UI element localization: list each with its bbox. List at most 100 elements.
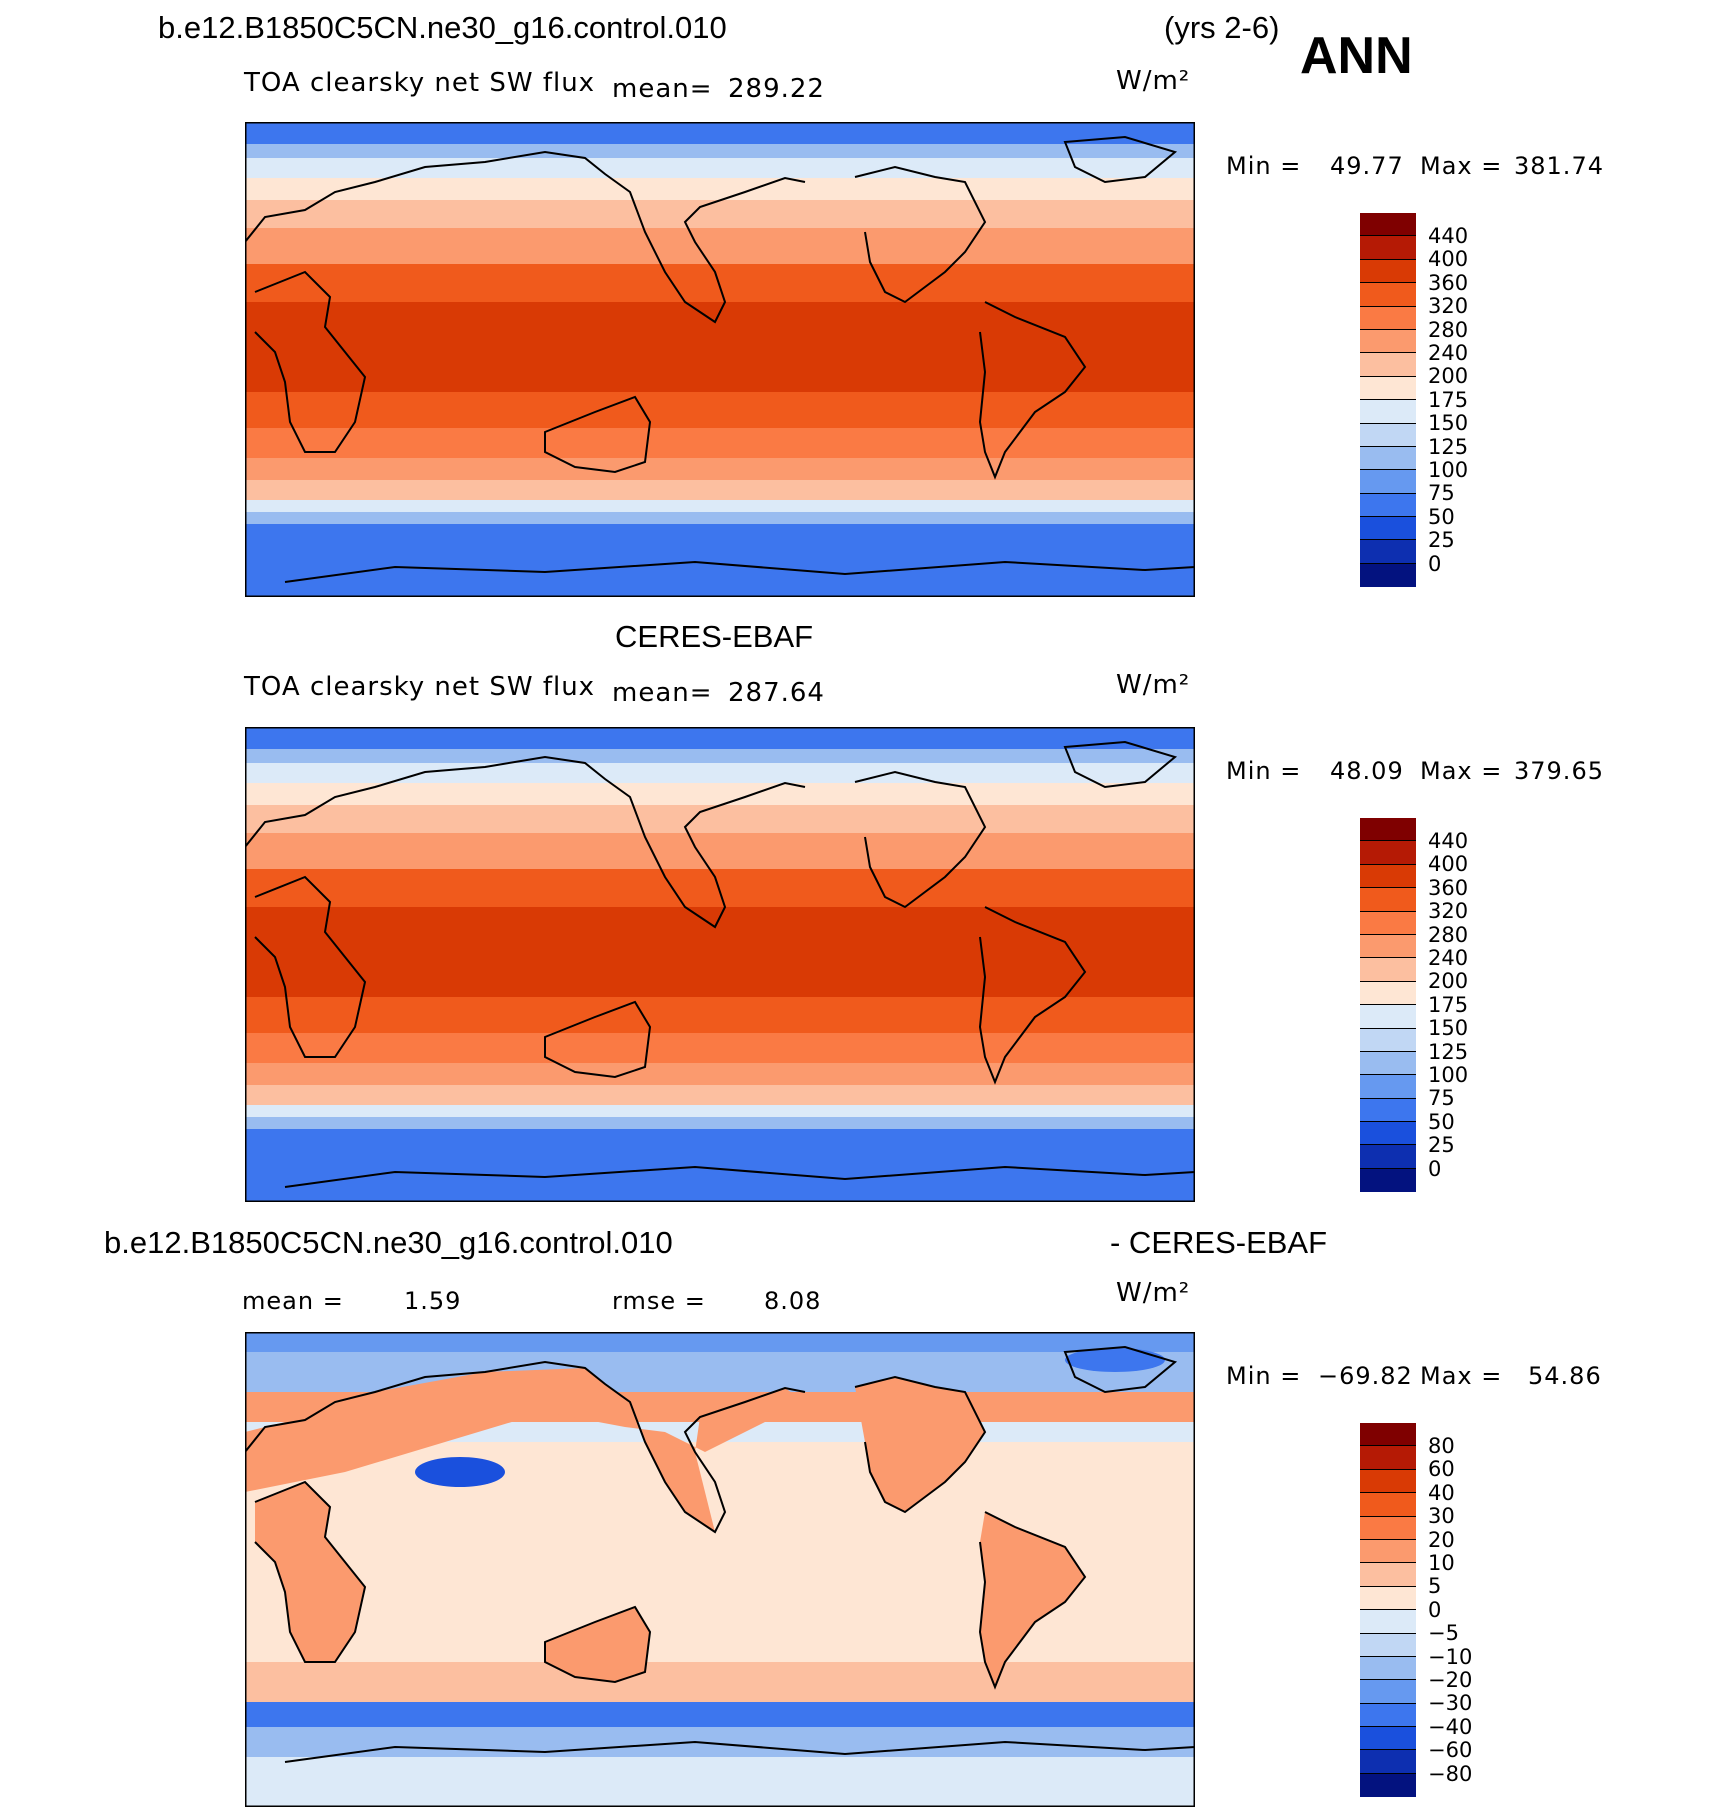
- colorbar-swatch: [1360, 1423, 1416, 1447]
- panel3-min-label: Min =: [1226, 1362, 1302, 1390]
- colorbar-swatch: [1360, 470, 1416, 494]
- panel1-units: W/m²: [1116, 66, 1191, 96]
- colorbar-swatch: [1360, 1028, 1416, 1052]
- panel3-title-right: - CERES-EBAF: [1110, 1225, 1328, 1260]
- colorbar-tick-label: 400: [1428, 852, 1469, 877]
- colorbar-swatch: [1360, 493, 1416, 518]
- panel2-min-value: 48.09: [1330, 757, 1404, 785]
- colorbar-swatch: [1360, 306, 1416, 330]
- colorbar-swatch: [1360, 1610, 1416, 1634]
- panel2-mean-label: mean=: [612, 678, 713, 708]
- colorbar-swatch: [1360, 563, 1416, 588]
- season-label: ANN: [1300, 27, 1413, 85]
- panel1-min-label: Min =: [1226, 152, 1302, 180]
- panel1-variable: TOA clearsky net SW flux: [244, 68, 596, 98]
- colorbar-swatch: [1360, 400, 1416, 424]
- panel1-map: [245, 122, 1195, 597]
- panel3-rmse-value: 8.08: [764, 1287, 822, 1315]
- colorbar-tick-label: 25: [1428, 528, 1455, 553]
- colorbar-tick-label: 100: [1428, 1063, 1469, 1088]
- panel2-mean-value: 287.64: [728, 678, 825, 708]
- colorbar-tick-label: 440: [1428, 829, 1469, 853]
- colorbar-tick-label: 360: [1428, 270, 1469, 295]
- panel2-colorbar-labels: 440 400 360 320 280 240 200 175 150 125 …: [1428, 829, 1469, 1181]
- colorbar-swatch: [1360, 1005, 1416, 1029]
- colorbar-swatch: [1360, 1493, 1416, 1517]
- colorbar-swatch: [1360, 1703, 1416, 1728]
- panel1-mean-value: 289.22: [728, 74, 825, 104]
- colorbar-tick-label: −20: [1428, 1668, 1473, 1693]
- panel1-max-value: 381.74: [1514, 152, 1604, 180]
- panel1-map-svg: [245, 122, 1195, 597]
- colorbar-tick-label: 320: [1428, 899, 1469, 924]
- colorbar-tick-label: 175: [1428, 992, 1469, 1017]
- colorbar-tick-label: −60: [1428, 1738, 1473, 1763]
- panel2-variable: TOA clearsky net SW flux: [244, 672, 596, 702]
- colorbar-tick-label: 10: [1428, 1551, 1455, 1576]
- panel1-colorbar: [1360, 213, 1416, 588]
- colorbar-swatch: [1360, 911, 1416, 935]
- colorbar-swatch: [1360, 888, 1416, 912]
- colorbar-tick-label: 25: [1428, 1133, 1455, 1158]
- colorbar-swatch: [1360, 958, 1416, 982]
- panel2-max-value: 379.65: [1514, 757, 1604, 785]
- panel2-units: W/m²: [1116, 670, 1191, 700]
- panel3-map-svg: [245, 1332, 1195, 1807]
- panel3-colorbar: [1360, 1423, 1416, 1798]
- colorbar-swatch: [1360, 1098, 1416, 1123]
- panel3-title-left: b.e12.B1850C5CN.ne30_g16.control.010: [104, 1225, 673, 1260]
- panel2-colorbar: [1360, 818, 1416, 1193]
- colorbar-tick-label: 60: [1428, 1457, 1455, 1482]
- colorbar-tick-label: 0: [1428, 1156, 1442, 1181]
- colorbar-swatch: [1360, 1168, 1416, 1193]
- panel2-max-label: Max =: [1420, 757, 1503, 785]
- colorbar-tick-label: 75: [1428, 1086, 1455, 1111]
- panel3-max-value: 54.86: [1528, 1362, 1602, 1390]
- colorbar-tick-label: 280: [1428, 317, 1469, 342]
- colorbar-tick-label: −5: [1428, 1621, 1459, 1646]
- panel2-map: [245, 727, 1195, 1202]
- colorbar-tick-label: 0: [1428, 551, 1442, 576]
- colorbar-tick-label: 175: [1428, 387, 1469, 412]
- colorbar-swatch: [1360, 864, 1416, 889]
- colorbar-swatch: [1360, 1539, 1416, 1564]
- colorbar-tick-label: 80: [1428, 1434, 1455, 1458]
- colorbar-tick-label: 75: [1428, 481, 1455, 506]
- panel3-max-label: Max =: [1420, 1362, 1503, 1390]
- colorbar-swatch: [1360, 540, 1416, 564]
- colorbar-swatch: [1360, 1051, 1416, 1076]
- panel1-max-label: Max =: [1420, 152, 1503, 180]
- colorbar-swatch: [1360, 1773, 1416, 1798]
- panel2-map-svg: [245, 727, 1195, 1202]
- colorbar-swatch: [1360, 934, 1416, 959]
- colorbar-tick-label: 0: [1428, 1597, 1442, 1622]
- colorbar-swatch: [1360, 1446, 1416, 1470]
- panel3-rmse-label: rmse =: [612, 1287, 706, 1315]
- colorbar-tick-label: 320: [1428, 294, 1469, 319]
- colorbar-tick-label: 40: [1428, 1480, 1455, 1505]
- panel2-min-label: Min =: [1226, 757, 1302, 785]
- colorbar-swatch: [1360, 376, 1416, 401]
- colorbar-swatch: [1360, 1075, 1416, 1099]
- colorbar-swatch: [1360, 1563, 1416, 1587]
- colorbar-swatch: [1360, 1122, 1416, 1146]
- colorbar-swatch: [1360, 236, 1416, 260]
- colorbar-swatch: [1360, 981, 1416, 1006]
- colorbar-swatch: [1360, 423, 1416, 447]
- panel3-units: W/m²: [1116, 1278, 1191, 1308]
- panel3-mean-value: 1.59: [404, 1287, 462, 1315]
- colorbar-tick-label: −40: [1428, 1714, 1473, 1739]
- colorbar-swatch: [1360, 1469, 1416, 1494]
- colorbar-tick-label: 150: [1428, 411, 1469, 436]
- colorbar-swatch: [1360, 517, 1416, 541]
- years-label: (yrs 2-6): [1164, 10, 1280, 45]
- colorbar-swatch: [1360, 818, 1416, 842]
- panel3-colorbar-labels: 80 60 40 30 20 10 5 0 −5 −10 −20 −30 −40…: [1428, 1434, 1473, 1786]
- colorbar-tick-label: 200: [1428, 969, 1469, 994]
- colorbar-tick-label: 100: [1428, 458, 1469, 483]
- colorbar-swatch: [1360, 1145, 1416, 1169]
- colorbar-swatch: [1360, 353, 1416, 377]
- colorbar-tick-label: 400: [1428, 247, 1469, 272]
- colorbar-tick-label: 125: [1428, 1039, 1469, 1064]
- colorbar-tick-label: 50: [1428, 1109, 1455, 1134]
